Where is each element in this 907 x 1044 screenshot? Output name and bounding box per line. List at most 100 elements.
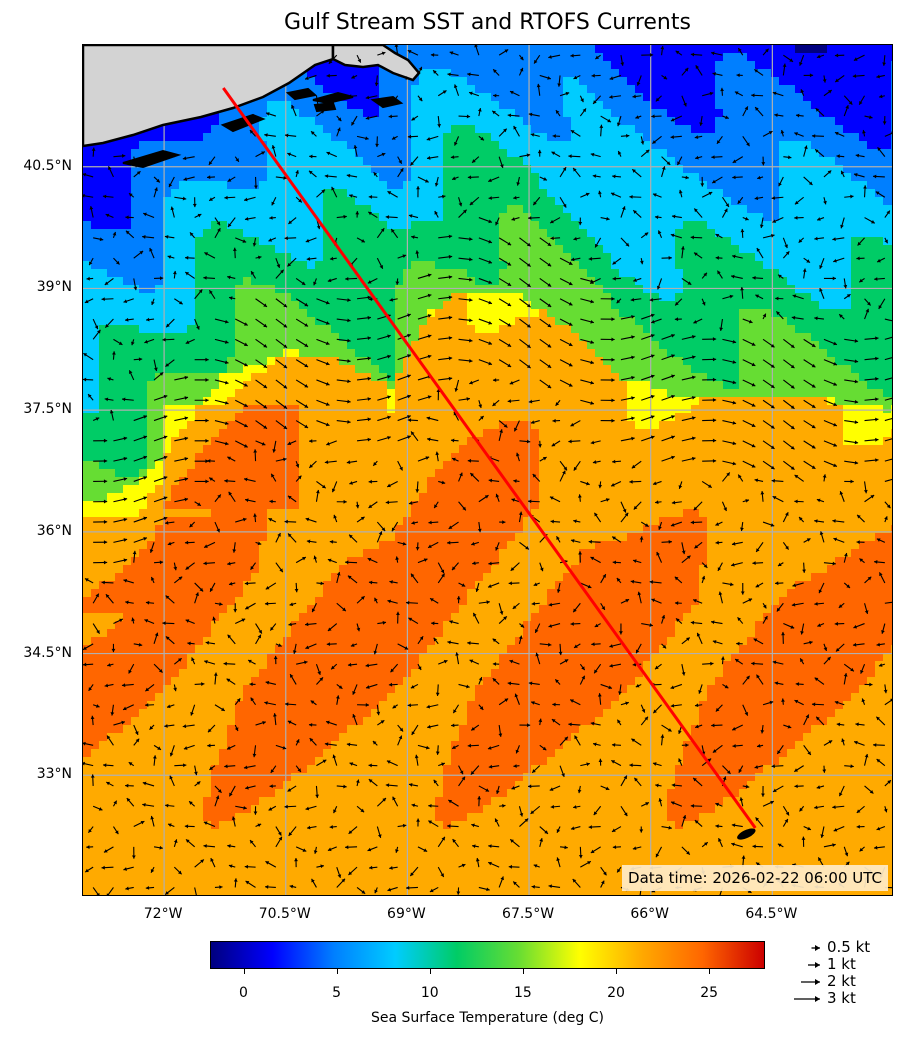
sst-cell xyxy=(131,381,140,390)
sst-cell xyxy=(443,157,452,166)
sst-cell xyxy=(883,45,892,54)
sst-cell xyxy=(299,333,308,342)
sst-cell xyxy=(843,101,852,110)
sst-cell xyxy=(547,237,556,246)
sst-cell xyxy=(555,429,564,438)
sst-cell xyxy=(707,405,716,414)
sst-cell xyxy=(771,325,780,334)
sst-cell xyxy=(859,213,868,222)
sst-cell xyxy=(395,421,404,430)
sst-cell xyxy=(819,173,828,182)
sst-cell xyxy=(323,205,332,214)
sst-cell xyxy=(811,253,820,262)
sst-cell xyxy=(739,301,748,310)
sst-cell xyxy=(699,285,708,294)
sst-cell xyxy=(875,341,884,350)
sst-cell xyxy=(715,117,724,126)
sst-cell xyxy=(331,365,340,374)
sst-cell xyxy=(211,213,220,222)
sst-cell xyxy=(883,189,892,198)
sst-cell xyxy=(379,141,388,150)
sst-cell xyxy=(763,221,772,230)
sst-cell xyxy=(115,357,124,366)
sst-cell xyxy=(587,157,596,166)
sst-cell xyxy=(379,229,388,238)
sst-cell xyxy=(131,325,140,334)
sst-cell xyxy=(307,117,316,126)
sst-cell xyxy=(699,229,708,238)
sst-cell xyxy=(291,125,300,134)
sst-cell xyxy=(91,149,100,158)
sst-cell xyxy=(259,357,268,366)
sst-cell xyxy=(379,277,388,286)
sst-cell xyxy=(819,109,828,118)
sst-cell xyxy=(91,277,100,286)
sst-cell xyxy=(139,141,148,150)
sst-cell xyxy=(163,229,172,238)
sst-cell xyxy=(211,165,220,174)
sst-cell xyxy=(587,189,596,198)
sst-cell xyxy=(563,229,572,238)
sst-cell xyxy=(699,125,708,134)
sst-cell xyxy=(683,333,692,342)
sst-cell xyxy=(667,397,676,406)
sst-cell xyxy=(227,277,236,286)
sst-cell xyxy=(883,213,892,222)
sst-cell xyxy=(811,45,820,54)
sst-cell xyxy=(763,397,772,406)
sst-cell xyxy=(499,285,508,294)
sst-cell xyxy=(171,341,180,350)
sst-cell xyxy=(667,277,676,286)
sst-cell xyxy=(683,301,692,310)
sst-cell xyxy=(643,389,652,398)
sst-cell xyxy=(803,349,812,358)
sst-cell xyxy=(755,141,764,150)
sst-cell xyxy=(251,341,260,350)
sst-cell xyxy=(859,141,868,150)
sst-cell xyxy=(307,149,316,158)
sst-cell xyxy=(867,389,876,398)
sst-cell xyxy=(755,253,764,262)
sst-cell xyxy=(603,61,612,70)
sst-cell xyxy=(811,197,820,206)
sst-cell xyxy=(811,181,820,190)
sst-cell xyxy=(371,125,380,134)
sst-cell xyxy=(411,405,420,414)
sst-cell xyxy=(723,373,732,382)
sst-cell xyxy=(707,173,716,182)
sst-cell xyxy=(827,221,836,230)
sst-cell xyxy=(123,381,132,390)
sst-cell xyxy=(187,429,196,438)
sst-cell xyxy=(723,149,732,158)
sst-cell xyxy=(803,397,812,406)
sst-cell xyxy=(459,429,468,438)
sst-cell xyxy=(595,165,604,174)
sst-cell xyxy=(547,421,556,430)
sst-cell xyxy=(587,69,596,78)
sst-cell xyxy=(571,205,580,214)
sst-cell xyxy=(731,309,740,318)
sst-cell xyxy=(139,197,148,206)
sst-cell xyxy=(435,189,444,198)
sst-cell xyxy=(243,165,252,174)
sst-cell xyxy=(195,277,204,286)
sst-cell xyxy=(547,213,556,222)
sst-cell xyxy=(819,421,828,430)
sst-cell xyxy=(755,221,764,230)
sst-cell xyxy=(587,149,596,158)
sst-cell xyxy=(891,197,892,206)
sst-cell xyxy=(379,413,388,422)
sst-cell xyxy=(803,93,812,102)
sst-cell xyxy=(323,285,332,294)
sst-cell xyxy=(667,429,676,438)
sst-cell xyxy=(347,109,356,118)
sst-cell xyxy=(259,413,268,422)
sst-cell xyxy=(603,165,612,174)
sst-cell xyxy=(91,381,100,390)
sst-cell xyxy=(179,357,188,366)
sst-cell xyxy=(675,413,684,422)
sst-cell xyxy=(459,85,468,94)
sst-cell xyxy=(387,421,396,430)
sst-cell xyxy=(515,221,524,230)
sst-cell xyxy=(107,277,116,286)
